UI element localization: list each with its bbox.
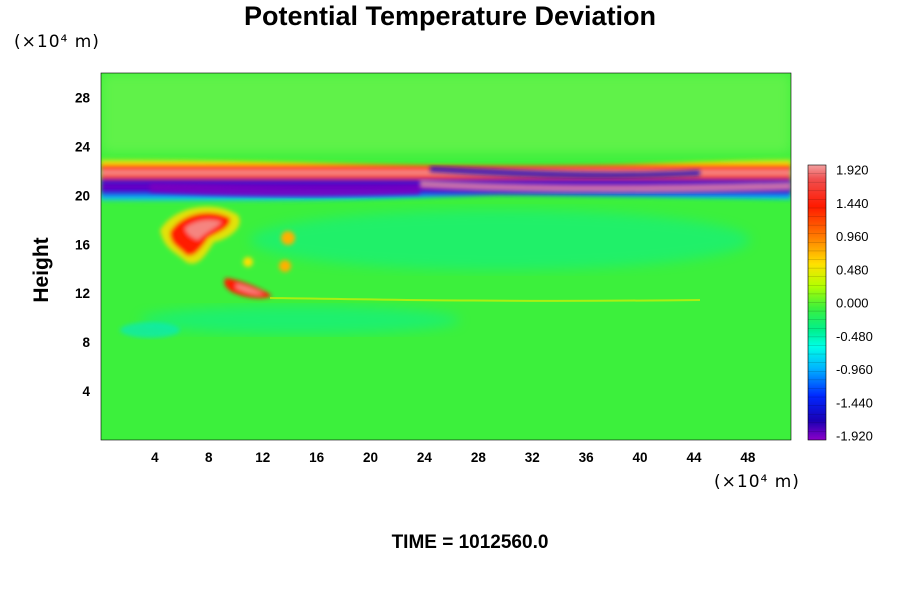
x-tick-label: 36 — [579, 450, 595, 465]
warm-plume — [160, 206, 295, 299]
colorbar-tick-label: 1.920 — [836, 163, 869, 178]
plot-frame — [100, 72, 792, 441]
x-tick-label: 40 — [633, 450, 648, 465]
y-axis-unit: (×10⁴ m) — [14, 32, 100, 52]
x-tick-label: 44 — [686, 450, 702, 465]
colorbar — [807, 164, 827, 441]
x-tick-label: 28 — [471, 450, 487, 465]
colorbar-tick-label: -1.440 — [836, 395, 873, 410]
colorbar-tick-label: -0.480 — [836, 329, 873, 344]
colorbar-tick-label: -1.920 — [836, 429, 873, 444]
x-tick-label: 24 — [417, 450, 433, 465]
chart-title: Potential Temperature Deviation — [243, 1, 657, 31]
x-tick-label: 12 — [255, 450, 270, 465]
y-tick-label: 8 — [82, 335, 90, 350]
colorbar-tick-label: 0.960 — [836, 229, 869, 244]
colorbar-ticks: 1.920 1.440 0.960 0.480 0.000 -0.480 -0.960 -1.… — [836, 163, 873, 444]
x-axis-ticks: 4 8 12 16 20 24 28 32 36 40 44 48 — [151, 450, 756, 465]
y-tick-label: 20 — [75, 188, 90, 203]
y-tick-label: 28 — [75, 90, 91, 105]
colorbar-tick-label: 1.440 — [836, 196, 869, 211]
x-tick-label: 16 — [309, 450, 325, 465]
heatmap-field — [101, 73, 791, 440]
y-tick-label: 16 — [75, 237, 91, 252]
x-axis-unit: (×10⁴ m) — [714, 472, 800, 492]
y-tick-label: 4 — [82, 384, 90, 399]
y-tick-label: 24 — [75, 139, 91, 154]
colorbar-tick-label: 0.000 — [836, 296, 869, 311]
x-tick-label: 48 — [740, 450, 756, 465]
colorbar-tick-label: 0.480 — [836, 262, 869, 277]
x-tick-label: 4 — [151, 450, 159, 465]
x-tick-label: 32 — [525, 450, 540, 465]
colorbar-tick-label: -0.960 — [836, 362, 873, 377]
y-axis-ticks: 4 8 12 16 20 24 28 — [75, 90, 91, 399]
x-tick-label: 20 — [363, 450, 378, 465]
time-label: TIME = 1012560.0 — [391, 532, 549, 553]
x-tick-label: 8 — [205, 450, 213, 465]
y-tick-label: 12 — [75, 286, 90, 301]
